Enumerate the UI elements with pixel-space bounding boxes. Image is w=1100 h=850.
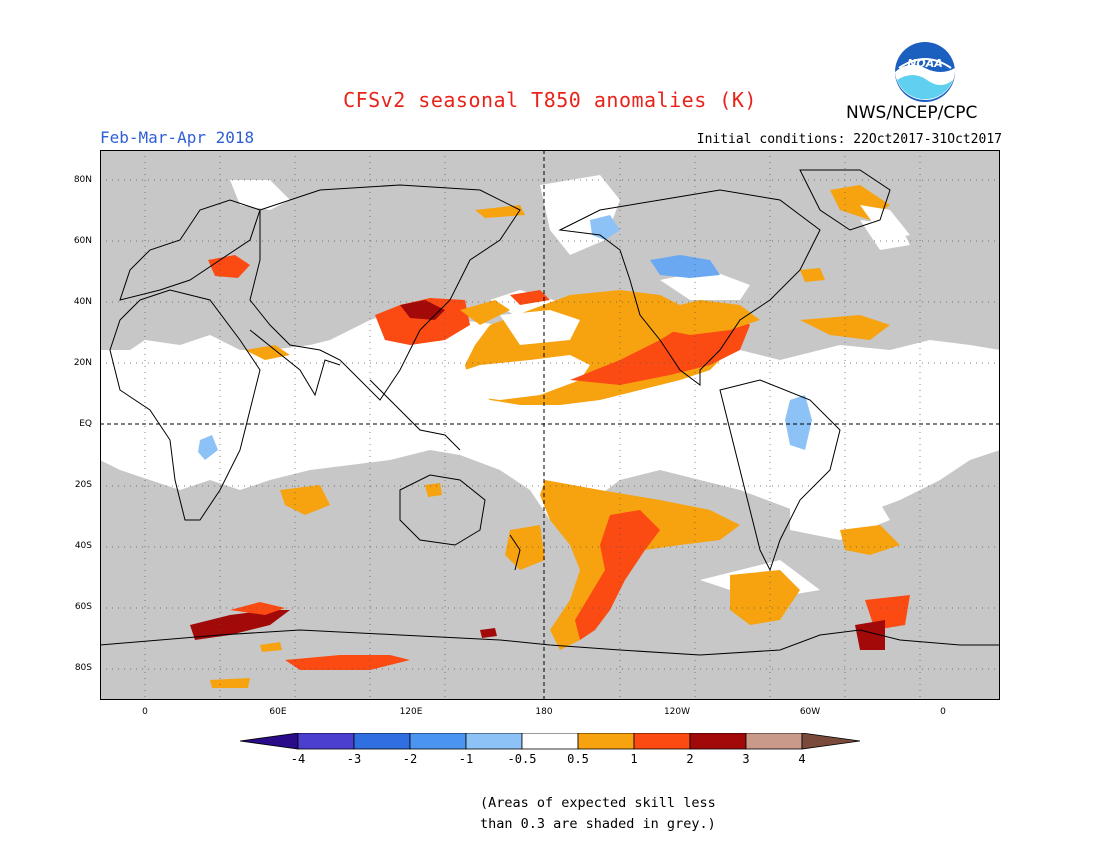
anomaly-east-asia-darkred <box>400 300 445 320</box>
anomaly-antarctic-orange2 <box>210 678 250 688</box>
colorbar-label: -1 <box>458 752 474 766</box>
lat-label-eq: EQ <box>79 419 92 429</box>
anomaly-s-indian-darkred <box>190 610 290 640</box>
anomaly-ne-pacific-orange <box>640 300 760 335</box>
coast-greenland <box>799 169 891 231</box>
anomaly-nz-orange <box>505 525 545 570</box>
lon-label-120w: 120W <box>663 707 691 717</box>
lat-label-60s: 60S <box>74 602 92 612</box>
lat-label-20n: 20N <box>73 358 92 368</box>
colorbar <box>240 733 861 750</box>
coast-africa <box>109 289 261 521</box>
forecast-period: Feb-Mar-Apr 2018 <box>100 128 255 147</box>
colorbar-label: 2 <box>686 752 694 766</box>
neutral-patch-n-america <box>660 270 750 300</box>
anomaly-antarctic-orange <box>260 642 282 652</box>
anomaly-amazon-blue <box>785 395 812 450</box>
anomaly-weddell-darkred <box>855 620 885 650</box>
anomaly-antarctic-red <box>285 655 410 670</box>
coast-s-america <box>719 379 841 572</box>
colorbar-label: -2 <box>402 752 418 766</box>
noaa-logo: NOAA <box>895 42 956 102</box>
coast-arabia-india <box>249 329 341 397</box>
lon-label-180: 180 <box>535 707 553 717</box>
coast-n-america <box>558 189 821 386</box>
neutral-patch-s-atlantic <box>790 470 890 540</box>
anomaly-indian-ocean-orange <box>280 485 330 515</box>
coast-europe <box>119 199 261 301</box>
lat-label-80n: 80N <box>73 175 92 185</box>
anomaly-s-atlantic-orange <box>730 570 800 625</box>
anomaly-canada-blue <box>650 255 720 278</box>
lat-label-40n: 40N <box>73 297 92 307</box>
coast-nz <box>509 534 521 571</box>
colorbar-cell-n4-n3 <box>297 733 355 750</box>
colorbar-cell-05-1 <box>577 733 635 750</box>
anomaly-npac-inner-white <box>500 310 580 345</box>
lon-label-60w: 60W <box>799 707 821 717</box>
coast-se-asia <box>369 379 461 451</box>
anomaly-s-pacific-red <box>575 510 660 640</box>
anomaly-weddell-red <box>865 595 910 630</box>
colorbar-label: 0.5 <box>567 752 589 766</box>
lat-label-20s: 20S <box>74 480 92 490</box>
anomaly-japan-orange <box>460 300 510 325</box>
footnote-line-2: than 0.3 are shaded in grey.) <box>480 816 716 832</box>
colorbar-label: 4 <box>798 752 806 766</box>
colorbar-cell-3-4 <box>745 733 803 750</box>
anomaly-npacific-white-core <box>450 355 590 400</box>
lat-label-40s: 40S <box>74 541 92 551</box>
anomaly-arabia-orange <box>245 345 290 360</box>
agency-label: NWS/NCEP/CPC <box>846 103 978 123</box>
anomaly-aus-orange <box>425 483 442 497</box>
lon-label-120e: 120E <box>399 707 423 717</box>
anomaly-map <box>100 150 1000 700</box>
colorbar-cell-lt-4 <box>240 733 299 750</box>
anomaly-atlantic-small-orange <box>800 268 825 282</box>
colorbar-cell-n05-05 <box>521 733 579 750</box>
colorbar-label: -3 <box>346 752 362 766</box>
anomaly-east-asia-red <box>375 298 470 345</box>
neutral-patch-north-pac <box>490 290 570 325</box>
coast-antarctica <box>100 629 1000 656</box>
colorbar-label: -0.5 <box>507 752 537 766</box>
lon-label-60e: 60E <box>269 707 287 717</box>
coast-asia <box>249 184 521 401</box>
colorbar-cell-n2-n1 <box>409 733 467 750</box>
anomaly-ne-siberia-orange <box>475 205 525 218</box>
anomaly-atlantic-orange <box>800 315 890 340</box>
lat-label-80s: 80S <box>74 663 92 673</box>
anomaly-africa-blue <box>198 435 218 460</box>
skill-footnote: (Areas of expected skill less than 0.3 a… <box>480 793 716 835</box>
anomaly-greenland-white <box>860 205 910 240</box>
chart-title: CFSv2 seasonal T850 anomalies (K) <box>343 88 757 112</box>
anomaly-npac-red-north <box>510 290 550 305</box>
colorbar-cell-gt-4 <box>801 733 861 750</box>
tropical-neutral-band <box>100 310 1000 520</box>
colorbar-cell-n1-n05 <box>465 733 523 750</box>
anomaly-alaska-blue <box>590 215 620 240</box>
lon-label-0-right: 0 <box>940 707 946 717</box>
graticule <box>100 150 1000 700</box>
footnote-line-1: (Areas of expected skill less <box>480 795 716 811</box>
coastlines <box>100 169 1000 656</box>
neutral-patch-nw-atlantic <box>230 180 290 210</box>
colorbar-cell-n3-n2 <box>353 733 411 750</box>
colorbar-cell-1-2 <box>633 733 691 750</box>
coast-australia <box>399 474 486 546</box>
lat-label-60n: 60N <box>73 236 92 246</box>
logo-text: NOAA <box>907 57 943 70</box>
colorbar-label: 1 <box>630 752 638 766</box>
anomaly-argentina-orange <box>840 525 900 555</box>
initial-conditions: Initial conditions: 22Oct2017-31Oct2017 <box>696 132 1002 147</box>
anomaly-ross-darkred <box>480 628 497 638</box>
anomaly-s-indian-red <box>230 602 285 615</box>
colorbar-label: 3 <box>742 752 750 766</box>
reference-lines <box>100 150 1000 700</box>
colorbar-cell-2-3 <box>689 733 747 750</box>
colorbar-label: -4 <box>290 752 306 766</box>
lon-label-0-left: 0 <box>142 707 148 717</box>
